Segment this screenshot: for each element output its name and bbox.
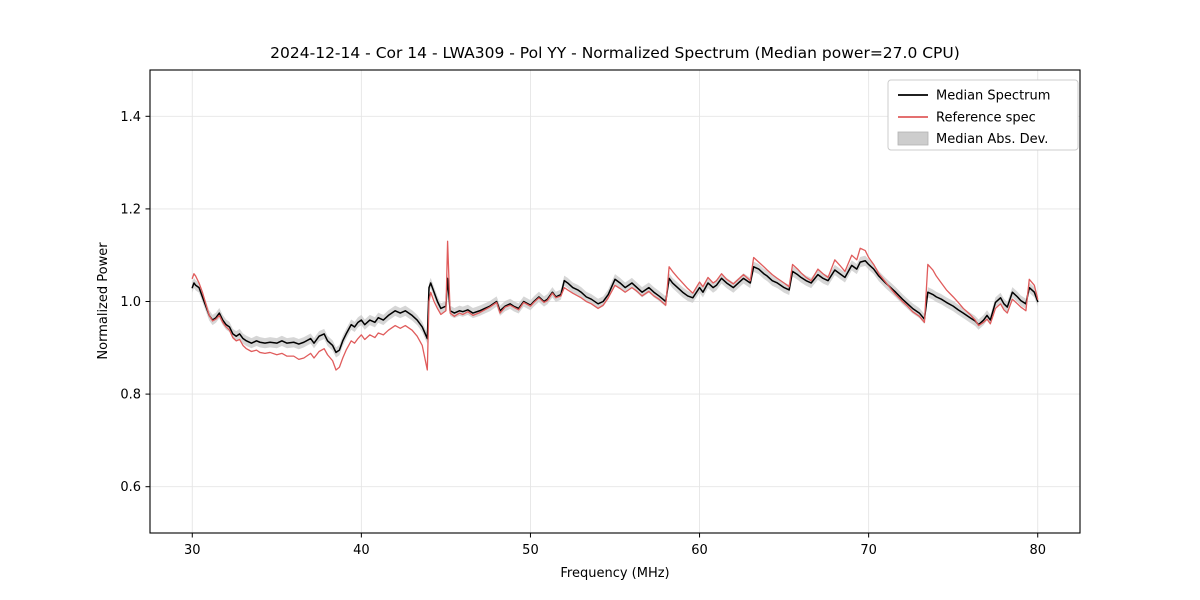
legend-item-mad: Median Abs. Dev. bbox=[897, 131, 1048, 147]
mad-band bbox=[192, 255, 1038, 358]
reference-spec-line bbox=[191, 240, 1039, 371]
legend-item-median-spectrum: Median Spectrum bbox=[898, 89, 1050, 104]
series-layer bbox=[191, 240, 1039, 371]
x-axis-label: Frequency (MHz) bbox=[560, 566, 669, 581]
chart-title: 2024-12-14 - Cor 14 - LWA309 - Pol YY - … bbox=[270, 44, 960, 62]
legend-label-mad: Median Abs. Dev. bbox=[936, 132, 1048, 147]
x-tick-label: 80 bbox=[1029, 543, 1046, 558]
legend: Median Spectrum Reference spec Median Ab… bbox=[887, 79, 1079, 151]
legend-label-median: Median Spectrum bbox=[936, 89, 1050, 104]
y-tick-label: 0.6 bbox=[120, 480, 141, 495]
ticks-layer: 30 40 50 60 70 80 0.6 0.8 1.0 1.2 1.4 bbox=[120, 110, 1046, 558]
y-tick-label: 0.8 bbox=[120, 388, 141, 403]
mad-band-layer bbox=[192, 255, 1038, 358]
y-tick-label: 1.2 bbox=[120, 202, 141, 217]
y-tick-label: 1.0 bbox=[120, 295, 141, 310]
legend-patch-mad bbox=[897, 131, 929, 146]
legend-frame bbox=[887, 79, 1079, 151]
median-spectrum-line bbox=[191, 260, 1039, 354]
x-tick-label: 70 bbox=[860, 543, 877, 558]
x-tick-label: 50 bbox=[522, 543, 539, 558]
legend-item-reference-spec: Reference spec bbox=[898, 111, 1036, 126]
x-tick-label: 40 bbox=[353, 543, 370, 558]
x-tick-label: 30 bbox=[184, 543, 201, 558]
legend-label-reference: Reference spec bbox=[936, 111, 1036, 126]
x-tick-label: 60 bbox=[691, 543, 708, 558]
y-axis-label: Normalized Power bbox=[96, 242, 111, 360]
y-tick-label: 1.4 bbox=[120, 110, 141, 125]
